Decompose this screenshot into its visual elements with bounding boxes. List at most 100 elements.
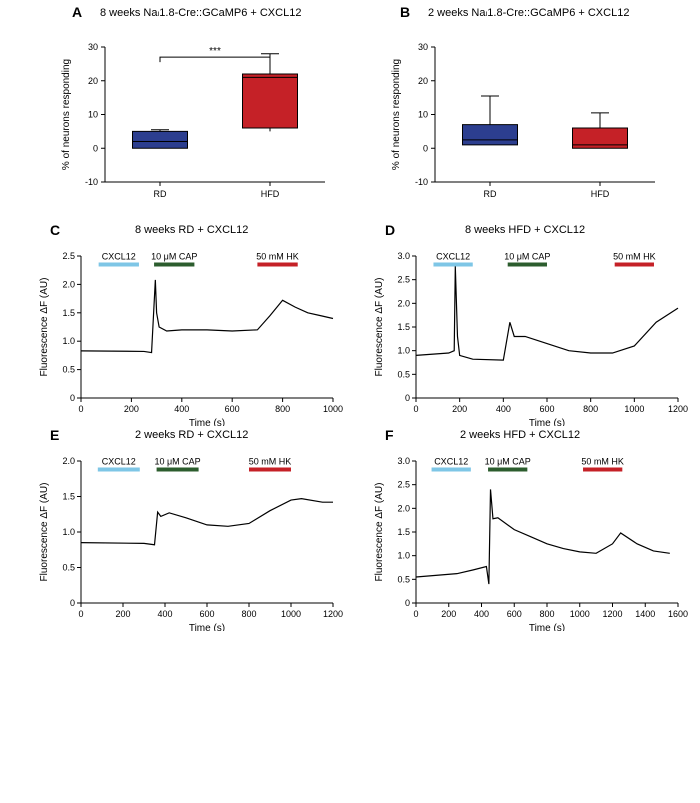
svg-text:0: 0 — [78, 609, 83, 619]
figure: A 8 weeks Naₗ1.8-Cre::GCaMP6 + CXCL12 -1… — [0, 0, 700, 803]
svg-text:% of neurons responding: % of neurons responding — [61, 59, 72, 170]
svg-text:10 μM CAP: 10 μM CAP — [485, 457, 531, 467]
panel-b-title: 2 weeks Naₗ1.8-Cre::GCaMP6 + CXCL12 — [428, 6, 629, 19]
svg-text:600: 600 — [199, 609, 214, 619]
svg-text:1400: 1400 — [635, 609, 655, 619]
panel-a-label: A — [72, 4, 82, 20]
svg-text:0: 0 — [413, 609, 418, 619]
svg-text:50 mM HK: 50 mM HK — [581, 457, 624, 467]
panel-b-label: B — [400, 4, 410, 20]
svg-text:1.5: 1.5 — [62, 308, 75, 318]
svg-text:1200: 1200 — [602, 609, 622, 619]
svg-text:10 μM CAP: 10 μM CAP — [154, 457, 200, 467]
svg-text:200: 200 — [124, 404, 139, 414]
svg-text:1000: 1000 — [624, 404, 644, 414]
svg-text:CXCL12: CXCL12 — [436, 252, 470, 262]
svg-text:RD: RD — [154, 189, 167, 199]
svg-text:10 μM CAP: 10 μM CAP — [151, 252, 197, 262]
svg-text:2.0: 2.0 — [397, 298, 410, 308]
panel-b-plot: -10 0 10 20 30 % of neurons responding RD HFD — [385, 22, 665, 212]
svg-text:0: 0 — [93, 143, 98, 153]
svg-text:3.0: 3.0 — [397, 456, 410, 466]
svg-text:30: 30 — [418, 42, 428, 52]
svg-text:400: 400 — [157, 609, 172, 619]
svg-text:1.5: 1.5 — [397, 322, 410, 332]
svg-text:1.0: 1.0 — [62, 336, 75, 346]
svg-text:% of neurons responding: % of neurons responding — [391, 59, 402, 170]
svg-text:0: 0 — [70, 598, 75, 608]
svg-text:20: 20 — [418, 76, 428, 86]
svg-text:Fluorescence ΔF (AU): Fluorescence ΔF (AU) — [39, 483, 50, 582]
svg-text:800: 800 — [275, 404, 290, 414]
svg-text:1000: 1000 — [323, 404, 343, 414]
svg-text:1.0: 1.0 — [62, 527, 75, 537]
panel-e-plot: 00.51.01.52.0020040060080010001200Fluore… — [35, 441, 345, 631]
svg-text:Time (s): Time (s) — [529, 418, 565, 426]
panel-c-title: 8 weeks RD + CXCL12 — [135, 224, 248, 236]
svg-text:CXCL12: CXCL12 — [102, 252, 136, 262]
panel-a-title: 8 weeks Naₗ1.8-Cre::GCaMP6 + CXCL12 — [100, 6, 301, 19]
svg-text:0: 0 — [70, 393, 75, 403]
svg-text:CXCL12: CXCL12 — [102, 457, 136, 467]
panel-d-title: 8 weeks HFD + CXCL12 — [465, 224, 585, 236]
svg-text:2.0: 2.0 — [397, 503, 410, 513]
svg-text:1.0: 1.0 — [397, 551, 410, 561]
svg-text:Fluorescence ΔF (AU): Fluorescence ΔF (AU) — [39, 278, 50, 377]
svg-text:0.5: 0.5 — [62, 365, 75, 375]
panel-f-plot: 00.51.01.52.02.53.0020040060080010001200… — [370, 441, 690, 631]
svg-text:600: 600 — [225, 404, 240, 414]
svg-text:200: 200 — [441, 609, 456, 619]
svg-text:0: 0 — [423, 143, 428, 153]
svg-text:-10: -10 — [85, 177, 98, 187]
svg-text:400: 400 — [496, 404, 511, 414]
svg-text:Fluorescence ΔF (AU): Fluorescence ΔF (AU) — [374, 278, 385, 377]
panel-d-plot: 00.51.01.52.02.53.0020040060080010001200… — [370, 236, 690, 426]
svg-text:Time (s): Time (s) — [189, 623, 225, 631]
svg-text:10 μM CAP: 10 μM CAP — [504, 252, 550, 262]
svg-text:1.0: 1.0 — [397, 346, 410, 356]
svg-text:800: 800 — [583, 404, 598, 414]
svg-text:600: 600 — [507, 609, 522, 619]
svg-text:2.0: 2.0 — [62, 279, 75, 289]
svg-text:50 mM HK: 50 mM HK — [256, 252, 299, 262]
svg-text:2.5: 2.5 — [62, 251, 75, 261]
svg-text:1000: 1000 — [570, 609, 590, 619]
svg-text:HFD: HFD — [261, 189, 280, 199]
svg-text:-10: -10 — [415, 177, 428, 187]
panel-a-plot: -10 0 10 20 30 % of neurons responding RD HFD **… — [55, 22, 335, 212]
svg-text:0.5: 0.5 — [397, 574, 410, 584]
svg-text:1000: 1000 — [281, 609, 301, 619]
svg-text:0.5: 0.5 — [397, 369, 410, 379]
svg-text:30: 30 — [88, 42, 98, 52]
svg-text:Time (s): Time (s) — [189, 418, 225, 426]
svg-text:RD: RD — [484, 189, 497, 199]
svg-text:Time (s): Time (s) — [529, 623, 565, 631]
svg-text:0.5: 0.5 — [62, 563, 75, 573]
panel-f-title: 2 weeks HFD + CXCL12 — [460, 429, 580, 441]
panel-e-title: 2 weeks RD + CXCL12 — [135, 429, 248, 441]
svg-text:HFD: HFD — [591, 189, 610, 199]
svg-text:***: *** — [209, 46, 221, 57]
svg-text:400: 400 — [174, 404, 189, 414]
svg-text:2.5: 2.5 — [397, 275, 410, 285]
svg-text:800: 800 — [241, 609, 256, 619]
svg-text:1200: 1200 — [323, 609, 343, 619]
svg-text:0: 0 — [78, 404, 83, 414]
svg-text:20: 20 — [88, 76, 98, 86]
svg-text:10: 10 — [418, 110, 428, 120]
svg-text:400: 400 — [474, 609, 489, 619]
svg-text:600: 600 — [539, 404, 554, 414]
svg-text:800: 800 — [539, 609, 554, 619]
svg-text:0: 0 — [405, 393, 410, 403]
svg-text:1200: 1200 — [668, 404, 688, 414]
svg-text:2.0: 2.0 — [62, 456, 75, 466]
panel-c-plot: 0 0.5 1.0 1.5 2.0 2.5 0 200 400 600 800 1000 Fluores… — [35, 236, 345, 426]
svg-text:CXCL12: CXCL12 — [434, 457, 468, 467]
svg-text:3.0: 3.0 — [397, 251, 410, 261]
svg-text:1.5: 1.5 — [62, 492, 75, 502]
svg-text:50 mM HK: 50 mM HK — [613, 252, 656, 262]
svg-text:1600: 1600 — [668, 609, 688, 619]
svg-text:10: 10 — [88, 110, 98, 120]
svg-text:2.5: 2.5 — [397, 480, 410, 490]
svg-text:50 mM HK: 50 mM HK — [249, 457, 292, 467]
